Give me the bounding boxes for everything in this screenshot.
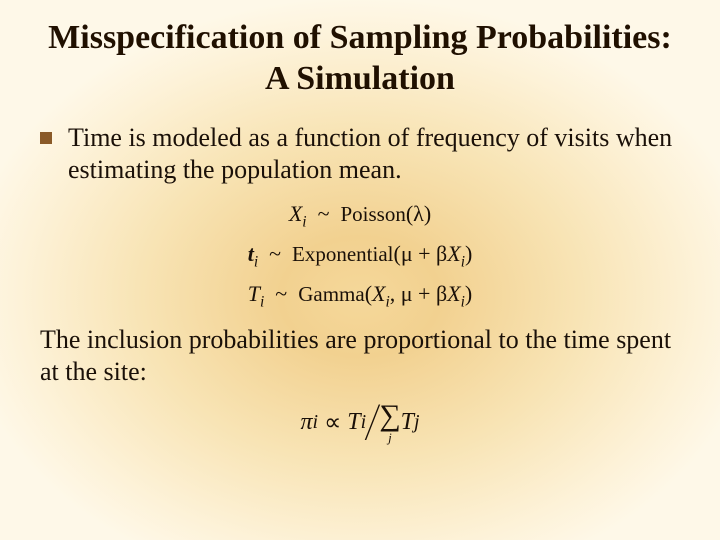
square-bullet-icon [40,132,52,144]
slide-title: Misspecification of Sampling Probabiliti… [40,18,680,100]
eq3-args-x1: X [372,281,385,306]
propto-symbol: ∝ [324,408,341,437]
equation-exponential: ti ~ Exponential(μ + βXi) [40,241,680,271]
equation-gamma: Ti ~ Gamma(Xi, μ + βXi) [40,281,680,311]
eq1-lhs-sub: i [302,213,306,230]
eq2-tilde: ~ [269,241,281,266]
pi-sub: i [313,411,319,434]
body-text-2: The inclusion probabilities are proporti… [40,324,680,389]
sum-column: ∑ j [379,401,400,444]
eq2-lhs-sub: i [254,253,258,270]
eq3-lhs: T [248,281,260,306]
sigma-icon: ∑ [379,401,400,431]
eq2-args-x: X [447,241,460,266]
eq1-lhs: X [289,201,302,226]
slide: Misspecification of Sampling Probabiliti… [0,0,720,454]
eq3-args-pre: ( [365,281,372,306]
eq3-dist: Gamma [298,282,364,306]
eq2-args-pre: (μ + β [394,241,448,266]
bullet-text: Time is modeled as a function of frequen… [68,122,680,187]
eq3-args-mid: , μ + β [390,281,447,306]
equations-block: Xi ~ Poisson(λ) ti ~ Exponential(μ + βXi… [40,201,680,312]
pi-symbol: π [300,409,312,436]
eq1-args: (λ) [406,201,431,226]
slash-icon: ⁄ [370,406,375,438]
eq3-tilde: ~ [275,281,287,306]
denom-T: T [401,409,414,436]
denom-sub: j [414,411,420,434]
fraction-wrap: πi ∝ Ti ⁄ ∑ j Tj [300,401,419,444]
numerator-sub: i [361,411,367,434]
equation-poisson: Xi ~ Poisson(λ) [40,201,680,231]
eq1-dist: Poisson [340,202,405,226]
equation-inclusion-prob: πi ∝ Ti ⁄ ∑ j Tj [40,401,680,444]
bullet-row: Time is modeled as a function of frequen… [40,122,680,187]
eq3-args-x2: X [447,281,460,306]
eq2-args-post: ) [465,241,472,266]
sigma-sub: j [388,431,392,444]
eq3-lhs-sub: i [260,294,264,311]
eq2-dist: Exponential [292,242,393,266]
numerator-T: T [347,409,360,436]
eq1-tilde: ~ [318,201,330,226]
eq3-args-post: ) [465,281,472,306]
